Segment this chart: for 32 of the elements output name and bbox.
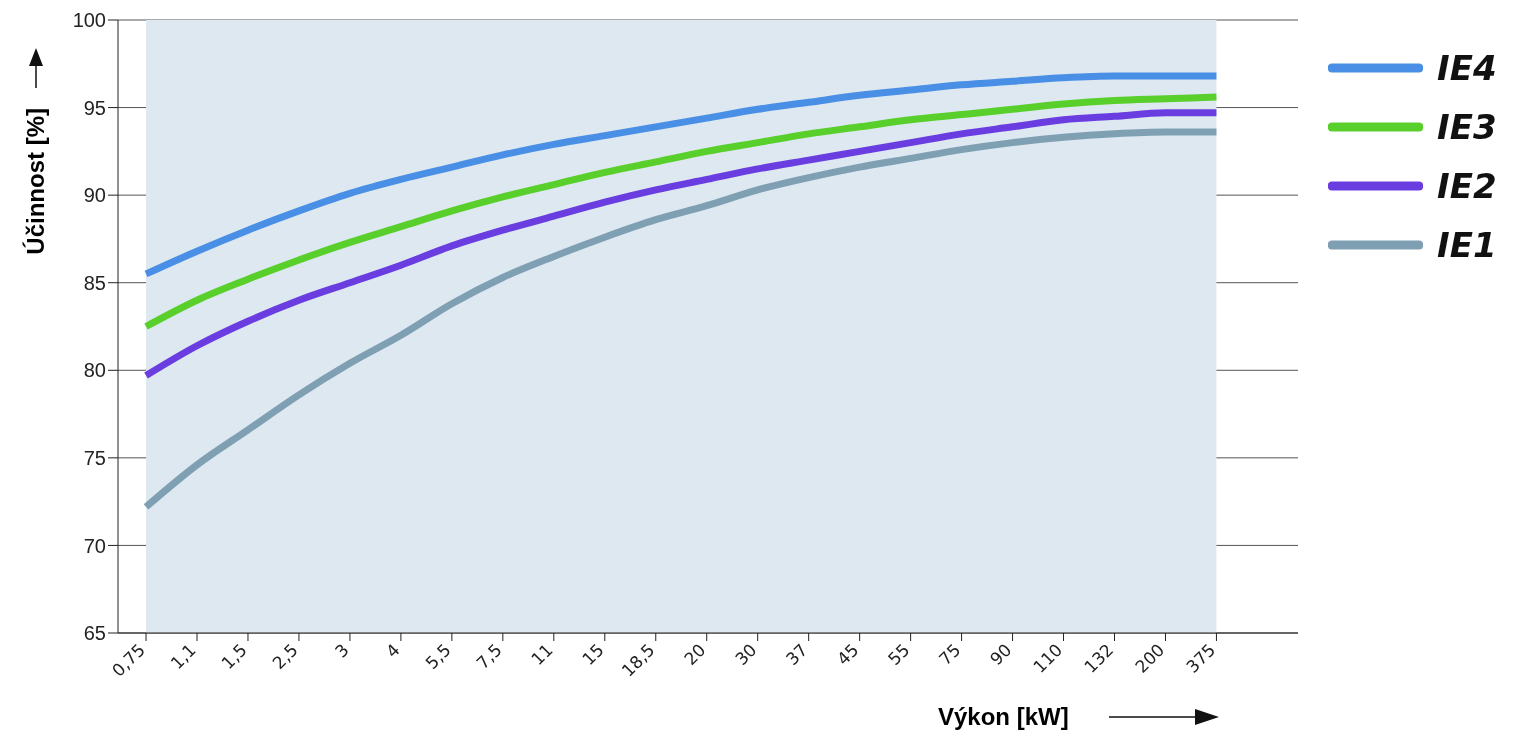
x-tick-label: 90 [985,639,1016,670]
x-tick-label: 7,5 [472,639,506,673]
legend-label: IE2 [1437,165,1497,206]
x-tick-label: 30 [731,639,761,670]
y-tick-label: 90 [83,184,106,207]
x-tick-label: 132 [1080,639,1118,677]
x-tick-label: 15 [578,639,608,670]
x-tick-label: 110 [1029,639,1067,677]
y-tick-label: 65 [83,622,106,645]
x-axis-title: Výkon [kW] [938,703,1069,731]
y-tick-label: 85 [83,271,106,294]
x-tick-label: 3 [330,639,353,662]
x-tick-label: 4 [381,639,404,662]
legend-label: IE1 [1437,224,1497,265]
x-tick-label: 1,1 [166,639,200,673]
x-tick-label: 37 [782,639,812,670]
legend-label: IE3 [1437,106,1497,147]
x-tick-label: 2,5 [268,639,302,673]
y-tick-label: 80 [83,359,106,382]
x-tick-label: 55 [884,639,914,670]
legend-label: IE4 [1437,47,1497,88]
x-tick-label: 45 [833,639,863,670]
x-tick-label: 5,5 [421,639,455,673]
y-tick-label: 100 [72,9,106,32]
y-tick-label: 95 [83,96,106,119]
x-tick-label: 20 [680,639,710,670]
x-tick-label: 1,5 [217,639,251,673]
y-tick-label: 75 [83,446,106,469]
x-tick-label: 75 [934,639,965,670]
y-tick-label: 70 [83,534,106,557]
x-tick-label: 11 [527,639,557,670]
y-axis-title: Účinnost [%] [22,108,50,255]
